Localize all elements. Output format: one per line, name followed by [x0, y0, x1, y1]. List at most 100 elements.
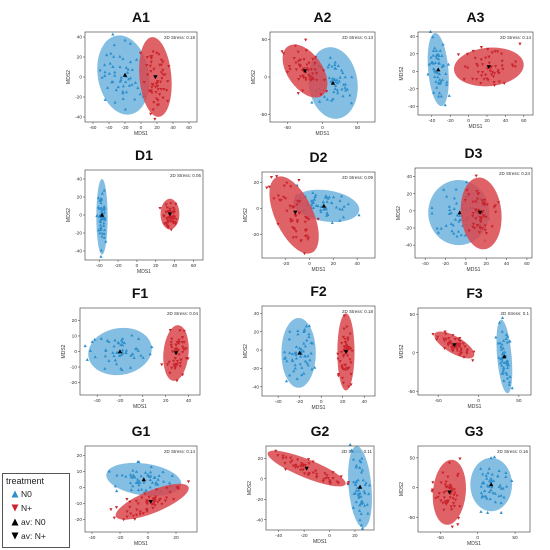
- point-nplus: [285, 70, 290, 74]
- point-n0: [358, 518, 362, 522]
- panel-title: D3: [465, 145, 483, 161]
- point-n0: [497, 356, 501, 359]
- point-nplus: [168, 371, 172, 375]
- point-nplus: [321, 480, 325, 483]
- point-n0: [336, 91, 340, 95]
- point-n0: [343, 86, 347, 89]
- point-n0: [481, 472, 485, 476]
- point-n0: [334, 67, 338, 70]
- point-nplus: [303, 464, 308, 468]
- point-n0: [504, 471, 508, 474]
- point-n0: [104, 348, 108, 352]
- point-n0: [458, 213, 462, 217]
- point-nplus: [478, 227, 482, 231]
- point-nplus: [444, 490, 448, 494]
- point-n0: [437, 94, 441, 98]
- point-n0: [345, 87, 350, 91]
- point-n0: [447, 93, 451, 97]
- x-tick-label: -40: [422, 261, 429, 267]
- y-tick-label: 0: [79, 213, 82, 219]
- point-n0: [136, 480, 140, 484]
- point-n0: [162, 479, 166, 483]
- point-n0: [150, 345, 154, 349]
- point-n0: [504, 333, 509, 336]
- point-nplus: [463, 199, 467, 202]
- x-tick-label: 50: [516, 398, 522, 404]
- point-n0: [325, 200, 329, 204]
- point-n0: [309, 351, 313, 355]
- point-n0: [148, 470, 153, 474]
- point-nplus: [305, 234, 309, 238]
- point-n0: [134, 469, 139, 473]
- point-nplus: [483, 73, 488, 77]
- point-nplus: [347, 347, 352, 351]
- y-tick-label: 0: [256, 348, 259, 354]
- point-nplus: [160, 77, 164, 80]
- point-nplus: [348, 332, 352, 336]
- point-n0: [363, 491, 367, 495]
- point-nplus: [341, 381, 346, 385]
- point-n0: [311, 198, 315, 202]
- point-n0: [433, 46, 437, 50]
- point-nplus: [449, 505, 453, 509]
- point-n0: [318, 99, 322, 103]
- x-tick-label: 20: [153, 263, 159, 269]
- point-nplus: [165, 206, 169, 210]
- point-nplus: [489, 73, 494, 77]
- point-nplus: [477, 231, 481, 235]
- point-nplus: [474, 217, 478, 221]
- point-n0: [484, 473, 488, 477]
- point-n0: [115, 351, 119, 354]
- point-n0: [307, 332, 311, 336]
- point-n0: [499, 510, 503, 514]
- point-n0: [508, 339, 512, 343]
- point-n0: [125, 71, 130, 74]
- point-n0: [293, 363, 297, 367]
- point-n0: [108, 61, 112, 65]
- point-n0: [428, 29, 433, 33]
- x-axis-label: MDS1: [469, 124, 483, 130]
- point-nplus: [480, 71, 485, 74]
- y-tick-label: 50: [410, 455, 416, 461]
- point-nplus: [459, 348, 463, 352]
- point-nplus: [148, 64, 152, 68]
- point-nplus: [291, 205, 295, 209]
- point-nplus: [179, 358, 183, 362]
- x-tick-label: 20: [340, 399, 346, 405]
- point-nplus: [133, 518, 137, 521]
- point-nplus: [301, 74, 305, 78]
- point-nplus: [162, 215, 166, 219]
- point-nplus: [171, 350, 175, 354]
- point-n0: [329, 79, 333, 83]
- point-nplus: [298, 468, 303, 472]
- point-n0: [490, 485, 494, 489]
- point-nplus: [441, 501, 445, 505]
- y-tick-label: 0: [79, 485, 82, 491]
- point-nplus: [162, 222, 167, 226]
- point-n0: [100, 197, 104, 201]
- point-n0: [432, 67, 436, 70]
- point-nplus: [486, 78, 490, 82]
- point-n0: [354, 463, 359, 467]
- point-nplus: [181, 347, 186, 351]
- y-tick-label: -40: [256, 517, 263, 523]
- x-axis-label: MDS1: [312, 405, 326, 411]
- point-nplus: [476, 192, 480, 196]
- point-nplus: [164, 210, 168, 214]
- point-n0: [430, 206, 434, 210]
- y-tick-label: -20: [405, 226, 412, 232]
- point-n0: [426, 72, 430, 76]
- point-n0: [326, 65, 330, 69]
- x-tick-label: 20: [154, 125, 160, 131]
- stress-label: 2D Stress: 0.13: [342, 35, 374, 40]
- point-n0: [338, 75, 342, 79]
- point-n0: [333, 84, 338, 87]
- average-n0-marker: [122, 72, 128, 77]
- point-n0: [112, 43, 116, 47]
- point-nplus: [492, 84, 497, 87]
- y-tick-label: -10: [70, 365, 77, 371]
- point-nplus: [156, 99, 160, 102]
- point-nplus: [311, 57, 315, 61]
- point-n0: [302, 341, 306, 345]
- point-nplus: [444, 480, 448, 484]
